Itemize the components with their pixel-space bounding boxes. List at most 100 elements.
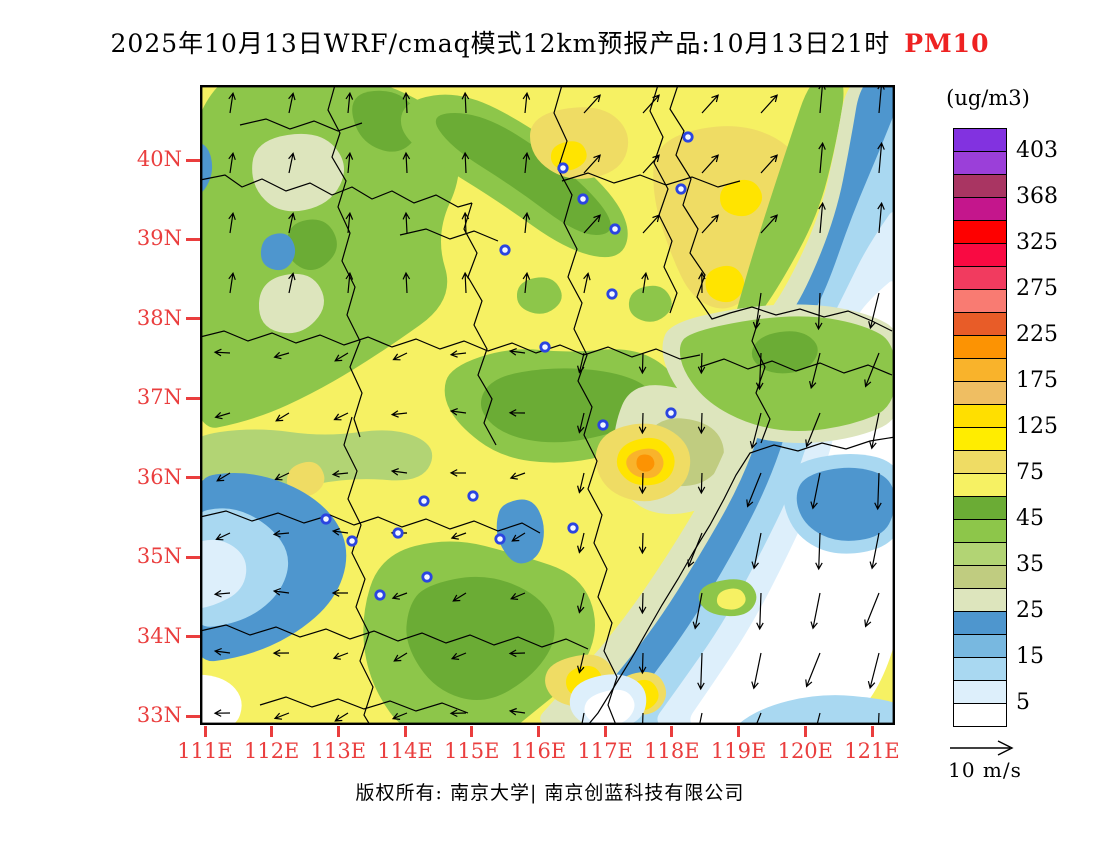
lat-tick-label: 34N: [136, 623, 182, 648]
city-marker: [682, 131, 694, 143]
colorbar-level-label: 275: [1016, 276, 1058, 301]
wind-arrow: [642, 154, 660, 174]
wind-arrow: [583, 214, 601, 234]
wind-arrow: [508, 707, 526, 716]
colorbar-level-label: 25: [1016, 598, 1044, 623]
colorbar-swatch: [953, 198, 1007, 221]
lon-tick-label: 116E: [510, 739, 567, 763]
lon-tick-label: 117E: [577, 739, 633, 763]
city-marker: [418, 495, 430, 507]
contour-fill-region: [636, 454, 655, 472]
wind-arrow: [577, 472, 585, 494]
wind-arrow: [215, 532, 231, 541]
wind-arrow: [213, 709, 231, 717]
colorbar-swatch: [953, 382, 1007, 405]
wind-arrow: [213, 647, 231, 656]
wind-arrow: [816, 712, 821, 725]
wind-arrow: [288, 152, 296, 174]
chart-title-text: 2025年10月13日WRF/cmaq模式12km预报产品:10月13日21时: [110, 29, 891, 58]
city-marker: [320, 513, 332, 525]
lon-tick-label: 120E: [777, 739, 833, 763]
copyright-text: 版权所有: 南京大学| 南京创蓝科技有限公司: [355, 782, 745, 804]
wind-arrow: [751, 652, 762, 690]
wind-arrow: [577, 412, 585, 434]
wind-arrow: [402, 271, 411, 294]
wind-arrow: [392, 352, 408, 361]
wind-arrow: [638, 472, 647, 495]
contour-fill-region: [516, 277, 562, 314]
wind-arrow: [687, 532, 703, 568]
lat-tick: [186, 476, 200, 480]
boundary-line: [399, 228, 499, 242]
lon-tick-label: 121E: [844, 739, 900, 763]
boundary-line: [463, 202, 497, 446]
wind-arrow: [701, 154, 719, 174]
lon-tick-label: 111E: [177, 739, 233, 763]
colorbar-level-label: 225: [1016, 322, 1058, 347]
colorbar-swatch: [953, 497, 1007, 520]
wind-arrow: [698, 712, 703, 725]
colorbar-swatch: [953, 221, 1007, 244]
wind-arrow: [452, 592, 467, 602]
city-marker: [346, 535, 358, 547]
contour-fill-region: [737, 695, 895, 725]
wind-arrow: [213, 589, 231, 598]
wind-arrow: [508, 649, 526, 658]
wind-arrow: [216, 472, 231, 482]
lon-tick: [336, 726, 340, 737]
wind-arrow: [874, 472, 882, 511]
colorbar-level-label: 5: [1016, 690, 1030, 715]
boundary-line: [200, 624, 589, 650]
wind-arrow: [391, 712, 408, 720]
city-marker: [421, 571, 433, 583]
wind-arrow: [864, 352, 880, 388]
wind-reference-label: 10 m/s: [948, 758, 1022, 782]
wind-arrow: [581, 712, 585, 725]
colorbar-swatch: [953, 336, 1007, 359]
contour-fill-region: [406, 576, 555, 700]
boundary-line: [699, 358, 893, 376]
wind-arrow: [522, 151, 531, 174]
contour-fill-region: [720, 179, 763, 217]
colorbar-swatch: [953, 658, 1007, 681]
lat-tick: [186, 714, 200, 718]
colorbar-swatch: [953, 612, 1007, 635]
colorbar-level-label: 325: [1016, 230, 1058, 255]
wind-arrow: [864, 592, 880, 628]
colorbar-level-label: 368: [1016, 184, 1058, 209]
colorbar-swatch: [953, 635, 1007, 658]
wind-arrow: [273, 351, 290, 360]
lat-tick-label: 39N: [136, 226, 182, 251]
boundary-line: [553, 85, 618, 725]
wind-arrow: [461, 211, 470, 234]
wind-vector-arrows: [213, 85, 885, 725]
lon-tick-label: 114E: [377, 739, 433, 763]
wind-arrow: [450, 532, 467, 540]
lat-tick-label: 35N: [136, 544, 182, 569]
colorbar-level-label: 45: [1016, 506, 1044, 531]
wind-arrow: [331, 528, 349, 536]
wind-arrow: [749, 412, 762, 450]
boundary-line: [561, 172, 741, 188]
colorbar-swatch: [953, 128, 1007, 152]
wind-arrow: [869, 532, 880, 570]
wind-arrow: [228, 151, 236, 174]
wind-arrow: [809, 352, 821, 390]
wind-arrow: [331, 470, 349, 478]
colorbar-swatch: [953, 290, 1007, 313]
boundary-line: [649, 85, 678, 314]
wind-arrow: [868, 292, 880, 330]
wind-arrow: [333, 412, 349, 421]
wind-arrow: [228, 271, 236, 294]
boundary-line: [587, 436, 895, 725]
contour-fill-region: [496, 499, 544, 564]
lat-tick: [186, 237, 200, 241]
contour-fill-region: [200, 429, 433, 489]
contour-fill-region: [435, 113, 611, 235]
contour-fill-region: [796, 467, 895, 541]
colorbar-level-label: 75: [1016, 460, 1044, 485]
lat-tick: [186, 158, 200, 162]
wind-arrow: [818, 201, 826, 234]
colorbar: [953, 128, 1007, 727]
city-marker: [539, 341, 551, 353]
